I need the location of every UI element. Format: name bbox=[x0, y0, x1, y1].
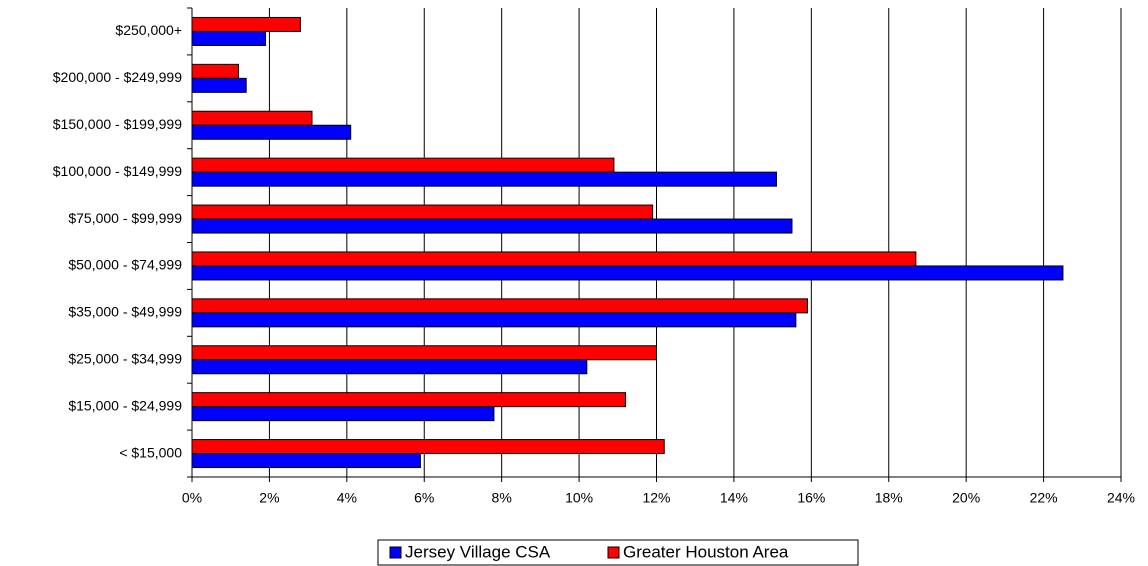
bar bbox=[191, 406, 495, 422]
bar bbox=[191, 30, 267, 46]
bar bbox=[191, 453, 421, 469]
bar bbox=[191, 77, 247, 93]
y-tick-label: $25,000 - $34,999 bbox=[68, 350, 182, 366]
bar bbox=[191, 63, 239, 79]
legend-label: Greater Houston Area bbox=[623, 542, 789, 561]
legend-swatch bbox=[389, 546, 402, 559]
x-tick-label: 4% bbox=[337, 490, 357, 506]
bar bbox=[191, 110, 313, 126]
bar bbox=[191, 157, 615, 173]
x-tick-label: 0% bbox=[182, 490, 202, 506]
bar bbox=[191, 392, 627, 408]
legend-label: Jersey Village CSA bbox=[405, 542, 551, 561]
bar bbox=[191, 218, 793, 234]
bar bbox=[191, 16, 301, 32]
x-tick-label: 18% bbox=[875, 490, 903, 506]
x-tick-label: 22% bbox=[1030, 490, 1058, 506]
y-tick-label: $100,000 - $149,999 bbox=[53, 163, 182, 179]
y-tick-label: $250,000+ bbox=[115, 22, 182, 38]
y-tick-label: $200,000 - $249,999 bbox=[53, 69, 182, 85]
y-tick-label: $15,000 - $24,999 bbox=[68, 397, 182, 413]
x-tick-label: 8% bbox=[492, 490, 512, 506]
bar bbox=[191, 345, 657, 361]
bar bbox=[191, 439, 665, 455]
x-tick-label: 20% bbox=[952, 490, 980, 506]
y-tick-label: $50,000 - $74,999 bbox=[68, 257, 182, 273]
bar bbox=[191, 204, 654, 220]
y-tick-label: < $15,000 bbox=[119, 444, 182, 460]
x-tick-label: 24% bbox=[1107, 490, 1135, 506]
legend-swatch bbox=[607, 546, 620, 559]
x-tick-label: 16% bbox=[797, 490, 825, 506]
bar bbox=[191, 171, 777, 187]
bar bbox=[191, 251, 917, 267]
bar bbox=[191, 298, 808, 314]
bar bbox=[191, 312, 797, 328]
y-tick-label: $150,000 - $199,999 bbox=[53, 116, 182, 132]
x-tick-label: 12% bbox=[642, 490, 670, 506]
bar bbox=[191, 124, 352, 140]
x-tick-label: 10% bbox=[565, 490, 593, 506]
y-tick-label: $75,000 - $99,999 bbox=[68, 210, 182, 226]
y-tick-label: $35,000 - $49,999 bbox=[68, 304, 182, 320]
bar bbox=[191, 265, 1064, 281]
bar bbox=[191, 359, 588, 375]
x-tick-label: 6% bbox=[414, 490, 434, 506]
x-tick-label: 14% bbox=[720, 490, 748, 506]
x-tick-label: 2% bbox=[259, 490, 279, 506]
